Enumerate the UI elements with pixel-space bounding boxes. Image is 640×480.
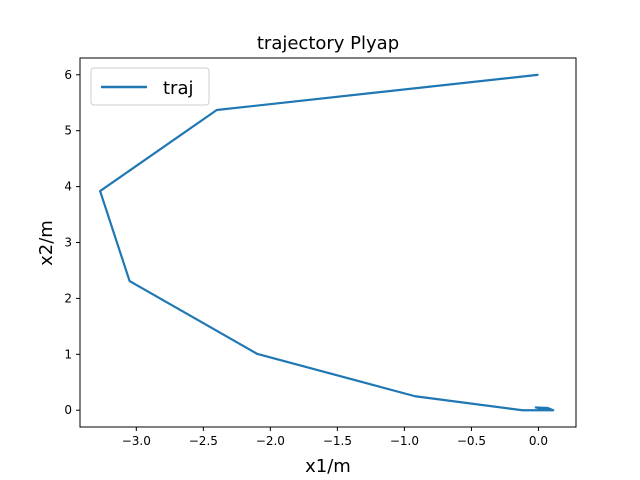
y-tick-label: 6 [64, 68, 72, 82]
x-tick-label: −3.0 [122, 434, 151, 448]
chart-title: trajectory Plyap [257, 33, 399, 54]
x-tick-label: −2.5 [189, 434, 218, 448]
legend-label-traj: traj [163, 78, 194, 99]
x-tick-label: −0.5 [457, 434, 486, 448]
y-tick-label: 5 [64, 124, 72, 138]
plot-frame [79, 57, 577, 428]
x-axis-label: x1/m [305, 456, 351, 477]
legend: traj [90, 67, 210, 106]
y-axis-ticks: 0 1 2 3 4 5 6 [64, 68, 80, 417]
legend-box [90, 67, 210, 106]
y-tick-label: 0 [64, 403, 72, 417]
y-tick-label: 3 [64, 236, 72, 250]
x-axis-ticks: −3.0 −2.5 −2.0 −1.5 −1.0 −0.5 0.0 [122, 427, 548, 448]
x-tick-label: −1.0 [390, 434, 419, 448]
x-tick-label: −1.5 [323, 434, 352, 448]
y-tick-label: 4 [64, 180, 72, 194]
series-line-traj [99, 73, 555, 412]
y-tick-label: 1 [64, 347, 72, 361]
y-axis-label: x2/m [36, 220, 57, 266]
x-tick-label: 0.0 [529, 434, 548, 448]
series-layer [99, 73, 555, 412]
y-tick-label: 2 [64, 291, 72, 305]
x-tick-label: −2.0 [256, 434, 285, 448]
